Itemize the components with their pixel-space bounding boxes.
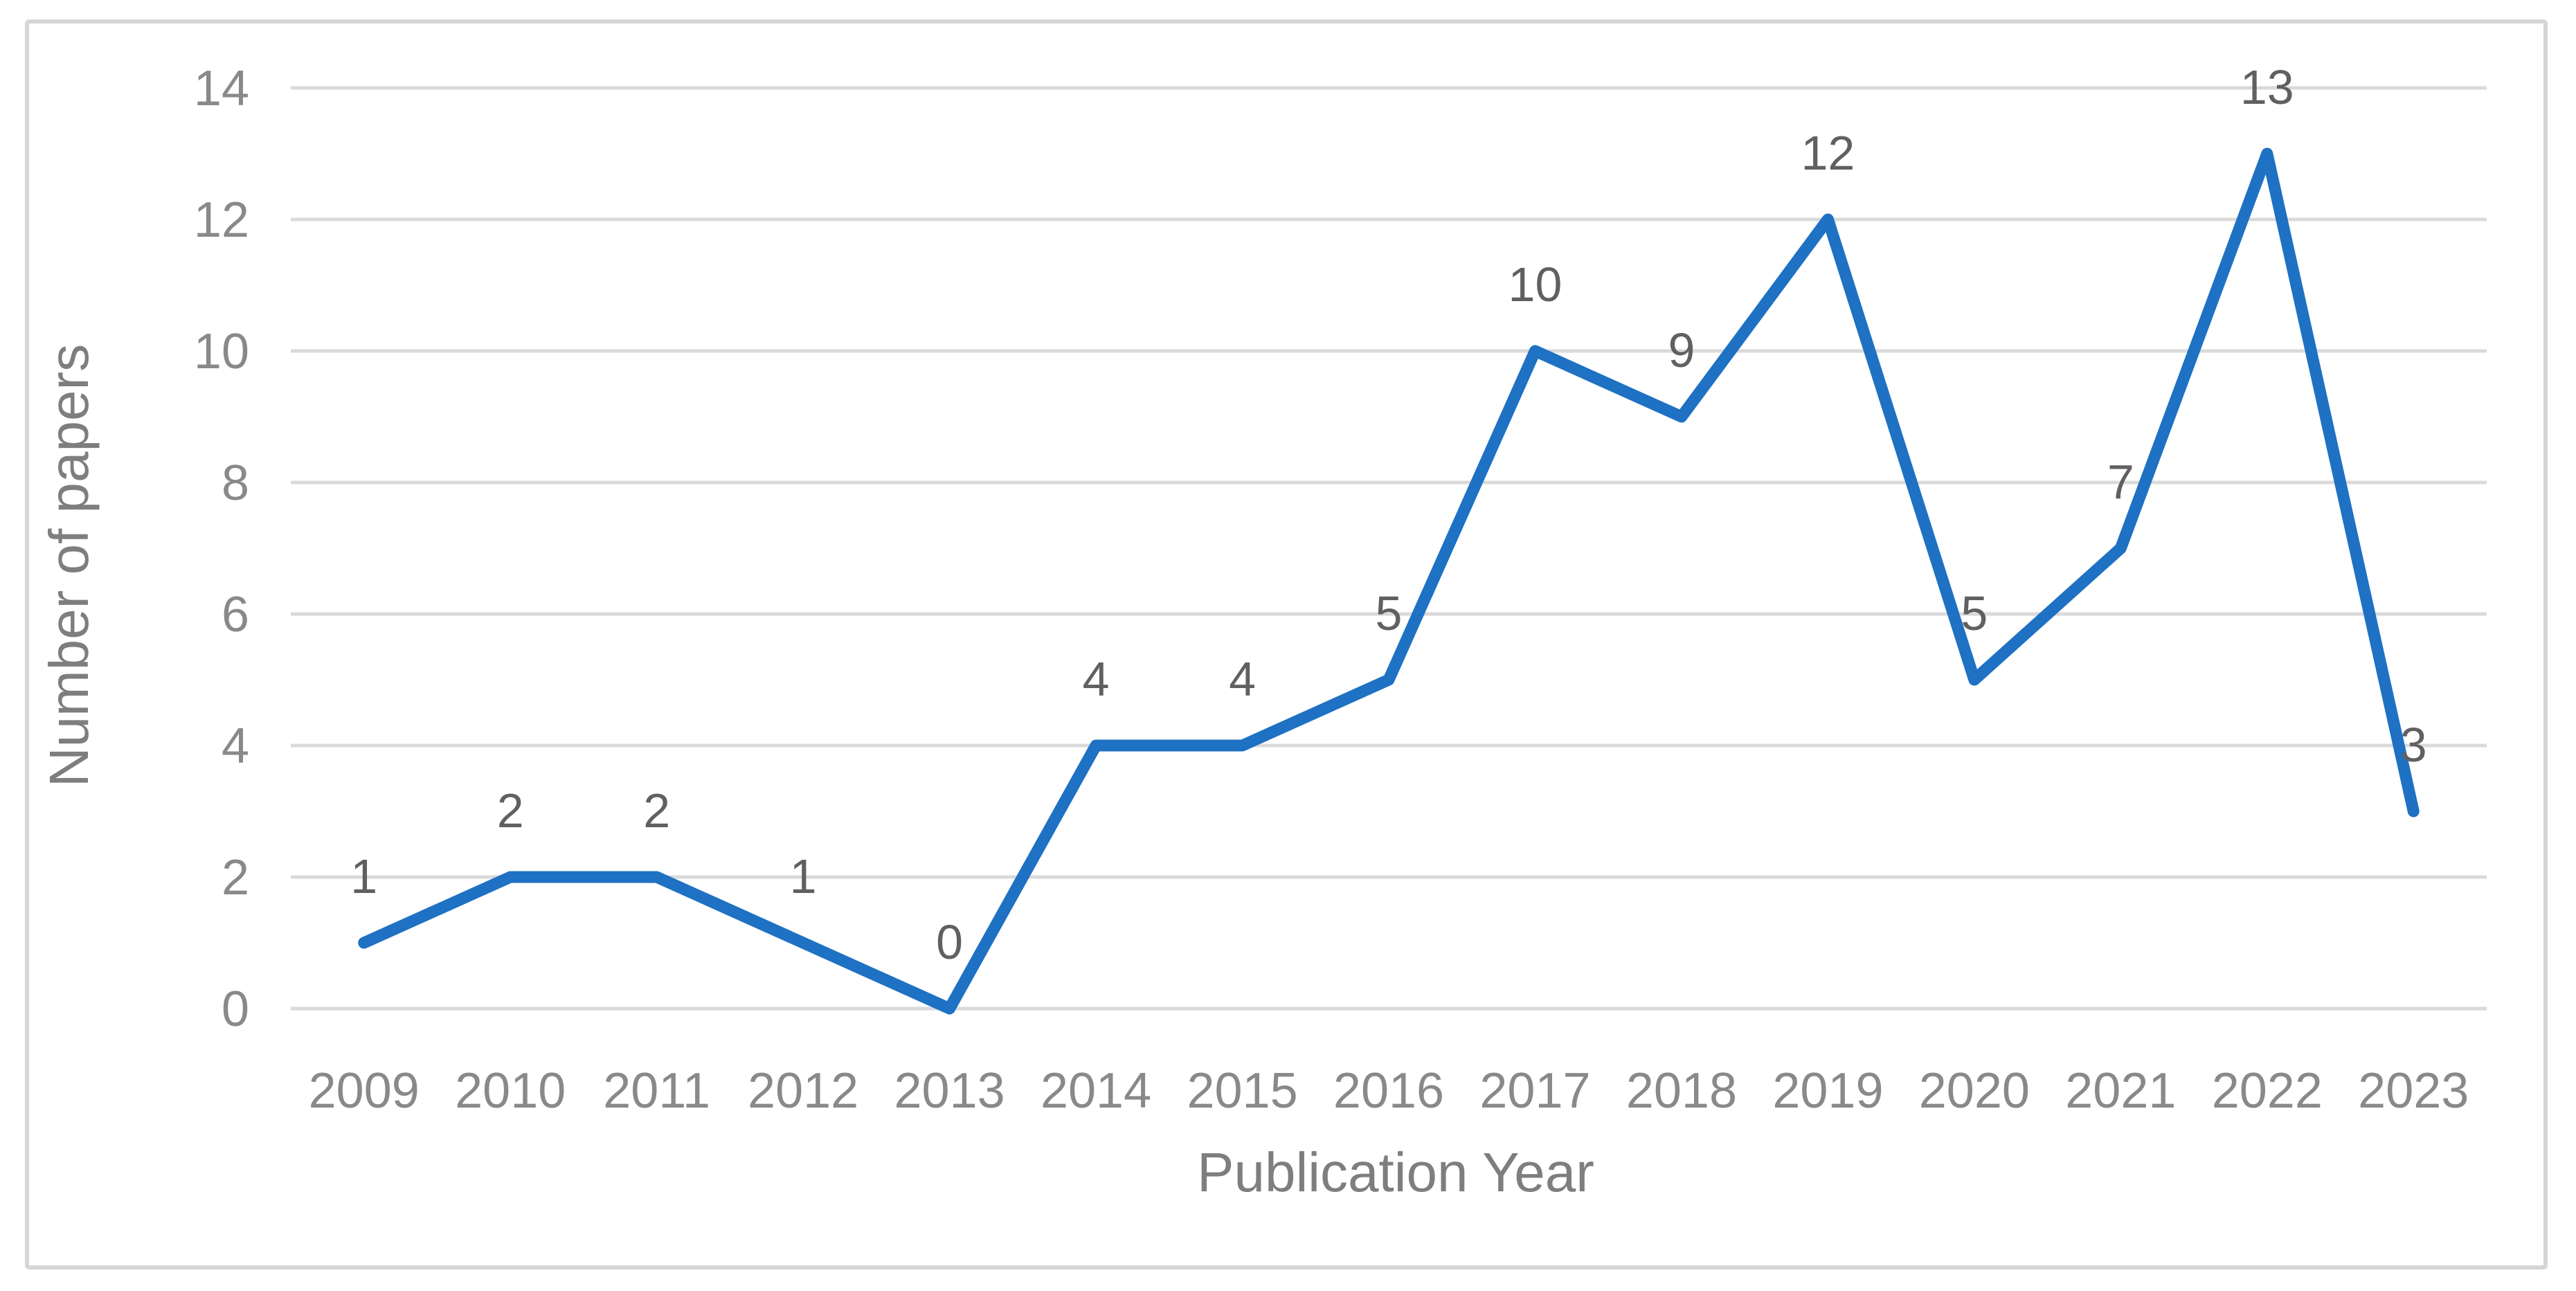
chart-border: [25, 19, 2548, 1270]
x-tick-label: 2020: [1919, 1063, 2030, 1119]
data-label: 5: [1961, 586, 1988, 640]
data-label: 1: [350, 849, 377, 903]
y-tick-label: 0: [222, 982, 249, 1037]
y-axis-title: Number of papers: [38, 343, 100, 788]
x-tick-label: 2010: [455, 1063, 566, 1119]
x-tick-label: 2017: [1479, 1063, 1590, 1119]
y-tick-label: 8: [222, 455, 249, 511]
data-label: 4: [1083, 652, 1110, 706]
x-tick-label: 2018: [1626, 1063, 1737, 1119]
x-tick-label: 2023: [2358, 1063, 2469, 1119]
data-label: 10: [1508, 258, 1562, 312]
data-label: 13: [2240, 60, 2294, 114]
y-tick-label: 10: [194, 324, 249, 379]
data-label: 0: [936, 915, 963, 969]
y-tick-label: 2: [222, 850, 249, 905]
data-label: 12: [1801, 126, 1855, 180]
data-label: 4: [1229, 652, 1256, 706]
data-label: 9: [1668, 323, 1695, 377]
y-tick-label: 4: [222, 719, 249, 774]
x-tick-label: 2009: [309, 1063, 420, 1119]
x-tick-label: 2022: [2212, 1063, 2323, 1119]
x-tick-label: 2016: [1333, 1063, 1444, 1119]
y-tick-label: 12: [194, 192, 249, 248]
x-tick-label: 2014: [1041, 1063, 1151, 1119]
data-label: 5: [1376, 586, 1403, 640]
series-line: [358, 147, 2420, 1015]
x-tick-label: 2021: [2065, 1063, 2176, 1119]
x-tick-label: 2015: [1187, 1063, 1297, 1119]
data-label: 2: [497, 784, 524, 838]
data-label: 1: [790, 849, 817, 903]
data-label: 3: [2400, 718, 2427, 772]
y-tick-label: 6: [222, 587, 249, 642]
x-tick-label: 2012: [748, 1063, 858, 1119]
x-axis-title: Publication Year: [1197, 1141, 1594, 1203]
data-label: 2: [643, 784, 670, 838]
x-tick-label: 2011: [603, 1063, 710, 1119]
x-tick-label: 2019: [1772, 1063, 1883, 1119]
x-tick-label: 2013: [894, 1063, 1005, 1119]
data-label: 7: [2107, 455, 2134, 509]
y-tick-label: 14: [194, 61, 249, 116]
